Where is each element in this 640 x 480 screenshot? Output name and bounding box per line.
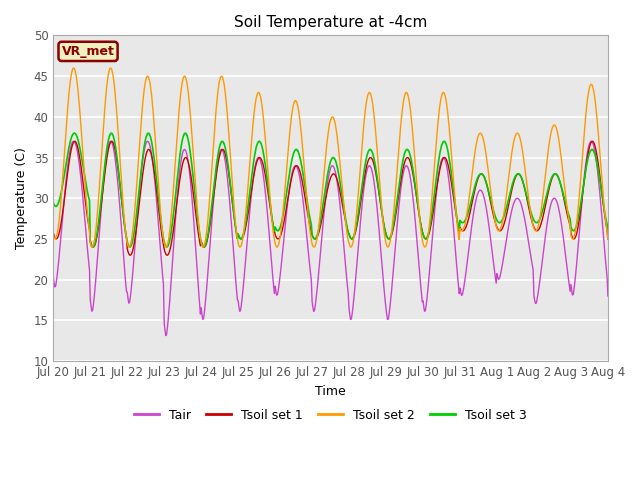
Tsoil set 1 [49,230,57,236]
Tsoil set 1 [604,236,612,242]
Tsoil set 3 [196,231,204,237]
Tsoil set 3 [604,228,612,234]
Text: VR_met: VR_met [61,45,115,58]
Legend: Tair, Tsoil set 1, Tsoil set 2, Tsoil set 3: Tair, Tsoil set 1, Tsoil set 2, Tsoil se… [129,404,532,427]
Tair [173,202,180,208]
Tsoil set 1 [555,175,563,181]
Tsoil set 2 [555,136,563,142]
Tsoil set 2 [604,236,612,242]
Tsoil set 3 [172,190,180,196]
Line: Tsoil set 1: Tsoil set 1 [53,141,608,255]
Y-axis label: Temperature (C): Temperature (C) [15,147,28,249]
Tsoil set 3 [324,172,332,178]
Tsoil set 3 [70,130,78,136]
Tsoil set 3 [432,177,440,182]
Tsoil set 1 [432,189,440,195]
Tair [555,205,563,211]
Tsoil set 2 [324,135,332,141]
Tsoil set 1 [71,138,79,144]
Tsoil set 2 [378,202,385,208]
Title: Soil Temperature at -4cm: Soil Temperature at -4cm [234,15,428,30]
Tsoil set 2 [432,141,440,147]
Tsoil set 3 [200,244,207,250]
Tsoil set 2 [310,244,317,250]
Line: Tair: Tair [53,141,608,336]
Tsoil set 2 [49,232,57,238]
Tair [49,274,57,280]
Line: Tsoil set 3: Tsoil set 3 [53,133,608,247]
Tsoil set 1 [196,243,204,249]
Tsoil set 1 [163,252,171,258]
Tair [604,293,612,299]
Line: Tsoil set 2: Tsoil set 2 [53,68,608,247]
X-axis label: Time: Time [316,384,346,397]
Tsoil set 3 [555,175,563,181]
Tsoil set 3 [378,206,385,212]
Tair [162,333,170,338]
Tair [70,138,77,144]
Tair [432,193,440,199]
Tsoil set 1 [324,187,332,192]
Tsoil set 3 [49,200,57,206]
Tair [324,180,332,186]
Tsoil set 2 [196,230,204,236]
Tsoil set 2 [172,152,180,158]
Tair [378,255,385,261]
Tair [196,311,204,317]
Tsoil set 1 [173,203,180,208]
Tsoil set 1 [378,207,385,213]
Tsoil set 2 [70,65,77,71]
